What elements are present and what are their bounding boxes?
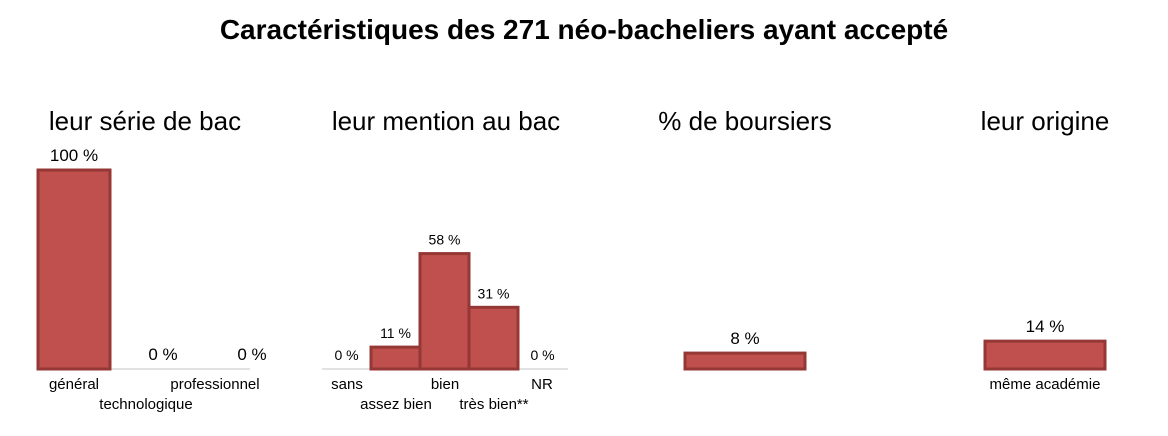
- bar-1-2: [418, 252, 471, 371]
- data-label-1-2: 58 %: [429, 232, 461, 248]
- category-label-1-3: très bien**: [459, 396, 528, 413]
- panel-title-serie: leur série de bac: [48, 106, 242, 136]
- category-label-0-2: professionnel: [170, 376, 259, 393]
- data-label-3-0: 14 %: [1026, 317, 1065, 336]
- category-label-1-4: NR: [531, 376, 553, 393]
- category-label-1-1: assez bien: [360, 396, 432, 413]
- data-label-1-1: 11 %: [380, 325, 411, 341]
- bar-0-0: [36, 168, 112, 371]
- category-label-1-0: sans: [331, 376, 363, 393]
- panel-title-boursiers: % de boursiers: [658, 106, 832, 136]
- category-label-3-0: même académie: [990, 376, 1101, 393]
- page-title: Caractéristiques des 271 néo-bacheliers …: [219, 14, 949, 45]
- bar-2-0: [683, 351, 807, 371]
- bar-1-1: [369, 345, 422, 371]
- panel-title-mention: leur mention au bac: [331, 106, 561, 136]
- data-label-0-1: 0 %: [148, 345, 177, 364]
- panel-title-origine: leur origine: [980, 106, 1110, 136]
- data-label-0-0: 100 %: [50, 146, 98, 165]
- bar-3-0: [983, 339, 1107, 371]
- data-label-0-2: 0 %: [237, 345, 266, 364]
- category-label-0-0: général: [49, 376, 99, 393]
- data-label-2-0: 8 %: [730, 329, 759, 348]
- category-label-0-1: technologique: [99, 396, 192, 413]
- data-label-1-0: 0 %: [334, 347, 358, 363]
- category-label-1-2: bien: [431, 376, 459, 393]
- bar-1-3: [467, 305, 520, 371]
- data-label-1-3: 31 %: [478, 285, 510, 301]
- data-label-1-4: 0 %: [530, 347, 554, 363]
